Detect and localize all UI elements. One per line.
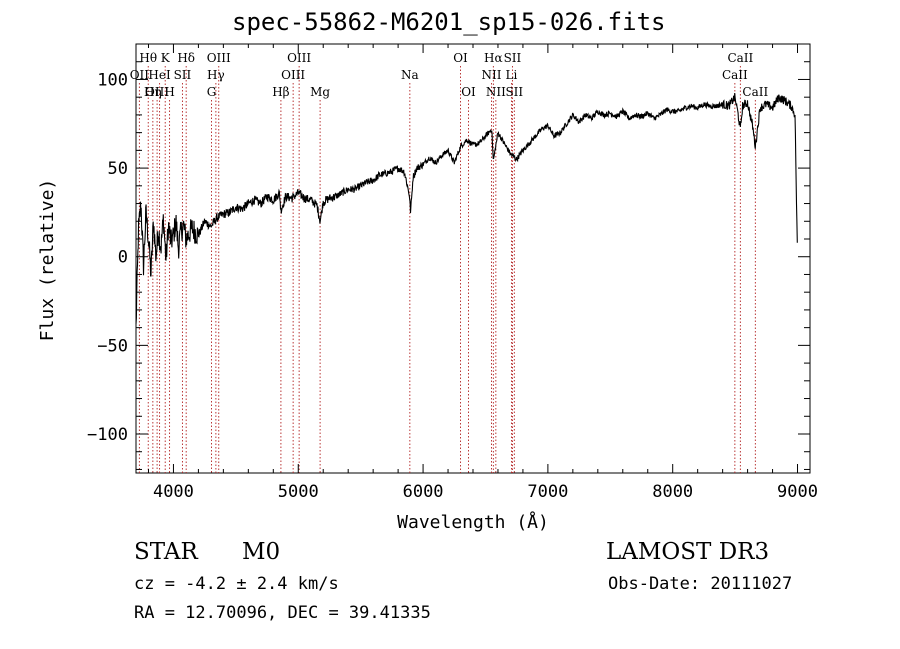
y-axis: −100 −50 0 50 100 xyxy=(87,43,810,470)
line-marker-label: HeI xyxy=(148,68,171,82)
x-tick-label: 6000 xyxy=(403,482,444,502)
line-marker-label: NII xyxy=(486,85,506,99)
line-marker-label: CaII xyxy=(722,68,748,82)
line-marker-label: Hα xyxy=(484,51,503,65)
line-marker-label: CaII xyxy=(742,85,768,99)
line-marker-label: K xyxy=(161,51,171,65)
x-tick-label: 9000 xyxy=(777,482,818,502)
line-marker-label: OI xyxy=(461,85,476,99)
line-marker-label: Hβ xyxy=(272,85,289,99)
line-marker-label: Mg xyxy=(310,85,330,99)
line-marker-label: CaII xyxy=(727,51,753,65)
line-marker-label: OII xyxy=(130,68,150,82)
chart-title: spec-55862-M6201_sp15-026.fits xyxy=(232,8,666,36)
line-marker-label: SII xyxy=(174,68,192,82)
line-marker-label: OIII xyxy=(145,85,169,99)
line-marker-label: H xyxy=(164,85,174,99)
y-tick-label: 0 xyxy=(118,248,128,268)
line-marker-label: SII xyxy=(505,85,523,99)
x-tick-label: 8000 xyxy=(652,482,693,502)
line-marker-label: NII xyxy=(481,68,501,82)
x-tick-label: 7000 xyxy=(527,482,568,502)
object-subclass: M0 xyxy=(242,539,281,565)
line-marker-label: OIII xyxy=(207,51,231,65)
x-axis-label: Wavelength (Å) xyxy=(397,511,549,533)
line-marker-label: Na xyxy=(401,68,419,82)
x-tick-label: 4000 xyxy=(153,482,194,502)
line-marker-label: OIII xyxy=(281,68,305,82)
line-marker-label: Hδ xyxy=(177,51,195,65)
line-marker-label: SII xyxy=(504,51,522,65)
y-tick-label: 50 xyxy=(108,159,128,179)
redshift-cz: cz = -4.2 ± 2.4 km/s xyxy=(134,574,339,594)
line-marker-label: Li xyxy=(506,68,518,82)
ra-dec-coordinates: RA = 12.70096, DEC = 39.41335 xyxy=(134,603,431,623)
observation-date: Obs-Date: 20111027 xyxy=(608,574,793,594)
y-axis-label: Flux (relative) xyxy=(37,179,58,342)
plot-frame xyxy=(135,43,811,474)
survey-name: LAMOST DR3 xyxy=(606,539,770,565)
line-marker-label: OI xyxy=(453,51,468,65)
flux-line xyxy=(135,92,798,324)
x-axis: 4000 5000 6000 7000 8000 9000 xyxy=(147,44,818,502)
line-marker-label: Hη xyxy=(144,85,162,99)
line-marker-label: OIII xyxy=(287,51,311,65)
y-tick-label: −100 xyxy=(87,425,128,445)
object-type: STAR xyxy=(134,539,198,565)
y-tick-label: −50 xyxy=(97,336,128,356)
y-tick-label: 100 xyxy=(97,70,128,90)
x-tick-label: 5000 xyxy=(278,482,319,502)
line-marker-label: Hθ xyxy=(139,51,157,65)
line-marker-label: Hγ xyxy=(207,68,225,82)
line-marker-label: G xyxy=(207,85,217,99)
